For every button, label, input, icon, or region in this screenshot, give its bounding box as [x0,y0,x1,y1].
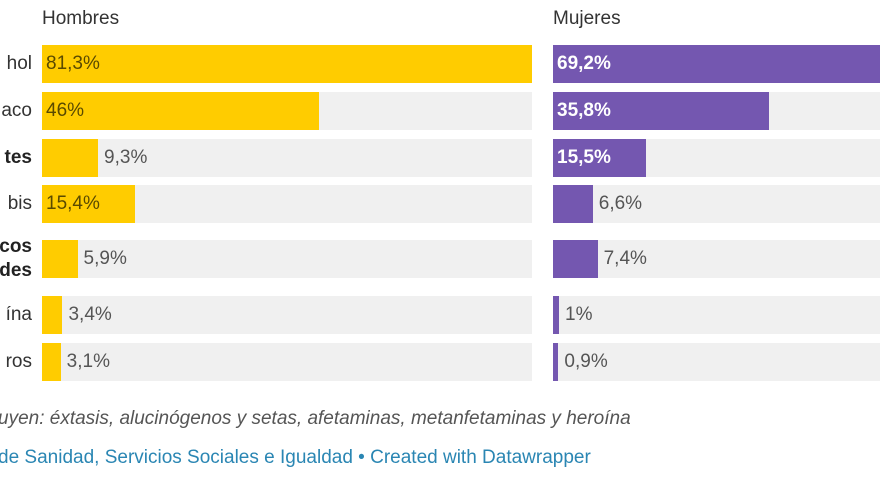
bar-hombres [42,45,532,83]
data-label: 7,4% [603,248,647,269]
bar-track-mujeres: 7,4% [553,240,880,278]
bar-hombres [42,92,320,130]
bar-mujeres [553,185,593,223]
data-label: 5,9% [83,248,127,269]
bar-mujeres [553,92,769,130]
bar-hombres [42,139,99,177]
category-label-line: hol [6,53,32,74]
category-label-line: aco [1,100,32,121]
bar-hombres [42,185,135,223]
category-label: ína [6,303,32,327]
data-label: 35,8% [557,100,611,121]
category-label-line: des [0,259,32,281]
category-label: bis [8,192,32,216]
bar-mujeres [553,139,647,177]
bar-hombres [42,296,63,334]
data-label: 81,3% [46,53,100,74]
bar-track-hombres: 46% [42,92,532,130]
data-label: 9,3% [104,147,148,168]
data-label: 46% [46,100,85,121]
bar-track-mujeres: 6,6% [553,185,880,223]
category-label-line: cos [0,236,32,257]
category-label-line: tes [4,147,32,168]
category-label: cos des [0,235,32,283]
bar-track-mujeres: 69,2% [553,45,880,83]
bar-mujeres [553,296,560,334]
bar-mujeres [553,240,598,278]
data-label: 0,9% [564,351,608,372]
bar-track-hombres: 9,3% [42,139,532,177]
category-label: hol [7,52,32,76]
data-label: 3,4% [68,304,112,325]
bar-track-mujeres: 0,9% [553,343,880,381]
bar-mujeres [553,45,880,83]
bar-track-hombres: 81,3% [42,45,532,83]
data-label: 15,4% [46,193,100,214]
category-label-line: ína [5,304,32,325]
data-label: 69,2% [557,53,611,74]
panel-title-hombres: Hombres [42,8,120,29]
footnote: uyen: éxtasis, alucinógenos y setas, afe… [0,408,631,429]
data-label: 1% [565,304,593,325]
category-label: tes [5,146,32,170]
source-link[interactable]: de Sanidad, Servicios Sociales e Igualda… [0,447,591,468]
bar-track-hombres: 15,4% [42,185,532,223]
data-label: 3,1% [66,351,110,372]
bar-track-mujeres: 35,8% [553,92,880,130]
category-label-line: bis [7,193,32,214]
panel-title-mujeres: Mujeres [553,8,621,29]
bar-track-mujeres: 1% [553,296,880,334]
data-label: 6,6% [598,193,643,214]
bar-hombres [42,343,61,381]
bar-track-hombres: 5,9% [42,240,532,278]
bar-hombres [42,240,78,278]
bar-mujeres [553,343,559,381]
data-label: 15,5% [557,147,611,168]
bar-track-hombres: 3,1% [42,343,532,381]
category-label: ros [6,350,32,374]
category-label-line: ros [5,351,32,372]
bar-track-hombres: 3,4% [42,296,532,334]
category-label: aco [1,99,32,123]
bar-track-mujeres: 15,5% [553,139,880,177]
